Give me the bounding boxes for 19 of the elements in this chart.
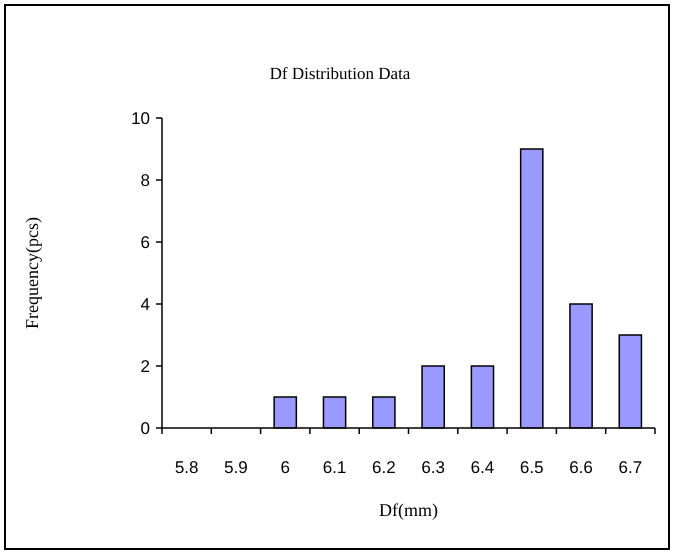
y-tick-label: 2 [140,356,150,376]
x-tick-label: 6.1 [322,458,346,477]
x-tick-label: 6.2 [372,458,396,477]
y-tick-label: 0 [140,418,150,438]
x-tick-label: 6.6 [569,458,593,477]
y-axis-title: Frequency(pcs) [22,217,42,329]
x-tick-label: 6.7 [618,458,642,477]
x-tick-label: 6.5 [520,458,544,477]
y-tick-label: 4 [140,294,150,314]
x-tick-label: 6.4 [470,458,494,477]
x-tick-label: 6 [280,458,290,477]
y-tick-label: 6 [140,232,150,252]
chart-title: Df Distribution Data [270,64,411,83]
x-tick-label: 6.3 [421,458,445,477]
y-tick-label: 10 [131,108,150,128]
x-axis-title: Df(mm) [379,500,438,520]
y-tick-label: 8 [140,170,150,190]
x-tick-label: 5.8 [174,458,198,477]
x-tick-label: 5.9 [224,458,248,477]
